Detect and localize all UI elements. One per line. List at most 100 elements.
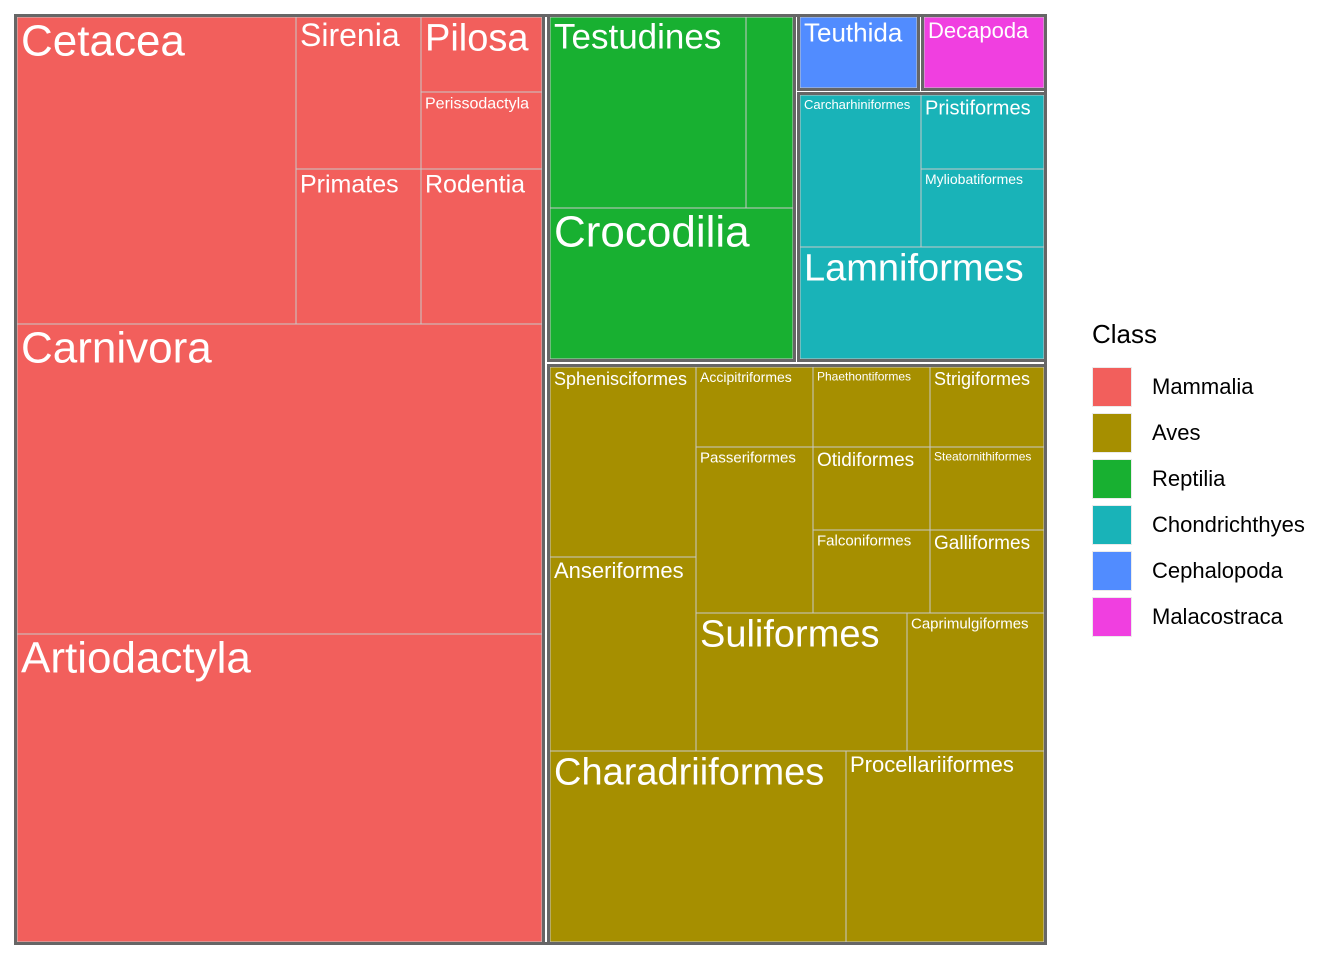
tile-otidiformes: Otidiformes [812, 446, 931, 531]
tile-rect [812, 446, 931, 531]
tile-rect [420, 16, 543, 93]
tile-cetacea: Cetacea [16, 16, 297, 325]
tile-carcharhiniformes: Carcharhiniformes [799, 94, 922, 248]
tile-label: Cetacea [21, 16, 185, 65]
tile-label: Primates [300, 171, 399, 199]
legend-key [1092, 551, 1132, 591]
tile-label: Lamniformes [804, 248, 1024, 290]
legend: Class Mammalia Aves Reptilia Chondrichthyes… [1092, 318, 1305, 640]
tile-rect [549, 750, 847, 943]
tile-label: Strigiformes [934, 369, 1030, 389]
tile-label: Anseriformes [554, 558, 684, 583]
tile-caprimulgiformes: Caprimulgiformes [906, 612, 1045, 752]
tile-phaethontiformes: Phaethontiformes [812, 366, 931, 448]
legend-swatch [1093, 552, 1131, 590]
outer-border [14, 14, 1047, 945]
tile-label: Steatornithiformes [934, 449, 1031, 463]
tile-rect [16, 323, 543, 635]
tile-rect [799, 246, 1045, 360]
legend-key [1092, 367, 1132, 407]
legend-swatch [1093, 368, 1131, 406]
tile-label: Galliformes [934, 533, 1030, 554]
tile-suliformes: Suliformes [695, 612, 908, 752]
tile-rect [906, 612, 1045, 752]
tile-label: Caprimulgiformes [911, 616, 1029, 633]
tile-rect [745, 16, 794, 209]
tile-rect [16, 16, 297, 325]
tile-label: Carcharhiniformes [804, 97, 911, 112]
tile-primates: Primates [295, 168, 422, 325]
legend-label: Mammalia [1152, 374, 1254, 399]
tile-rect [929, 529, 1045, 614]
tile-artiodactyla: Artiodactyla [16, 633, 543, 943]
tile-rect [695, 612, 908, 752]
tile-label: Otidiformes [817, 450, 914, 471]
legend-label: Aves [1152, 420, 1201, 445]
legend-swatch [1093, 598, 1131, 636]
tile-label: Crocodilia [554, 207, 750, 256]
tile-label: Myliobatiformes [925, 171, 1023, 187]
tile-rect [799, 94, 922, 248]
tile-rect [549, 366, 697, 558]
tile-label: Pristiformes [925, 98, 1031, 120]
tile-rect [920, 168, 1045, 248]
tile-rodentia: Rodentia [420, 168, 543, 325]
tile-charadriiformes: Charadriiformes [549, 750, 847, 943]
tile-rect [549, 16, 747, 209]
legend-label: Reptilia [1152, 466, 1226, 491]
tile-lamniformes: Lamniformes [799, 246, 1045, 360]
legend-label: Chondrichthyes [1152, 512, 1305, 537]
tile-label: Procellariiformes [850, 752, 1014, 777]
tile-label: Teuthida [804, 17, 903, 47]
tile-rect [695, 446, 814, 614]
tile-pilosa: Pilosa [420, 16, 543, 93]
tile-label: Sirenia [300, 17, 400, 53]
legend-swatch [1093, 414, 1131, 452]
legend-item-malacostraca: Malacostraca [1092, 594, 1305, 640]
tile-strigiformes: Strigiformes [929, 366, 1045, 448]
tile-procellariiformes: Procellariiformes [845, 750, 1045, 943]
legend-title: Class [1092, 319, 1158, 349]
treemap-plot: Cetacea Sirenia Pilosa Perissodactyla Primat… [14, 14, 1047, 945]
tile-falconiformes: Falconiformes [812, 529, 931, 614]
tile-rect [845, 750, 1045, 943]
tile-label: Charadriiformes [554, 752, 824, 794]
legend-item-mammalia: Mammalia [1092, 364, 1305, 410]
tile-carnivora: Carnivora [16, 323, 543, 635]
tile-label: Pilosa [425, 18, 529, 60]
legend-label: Cephalopoda [1152, 558, 1283, 583]
tile-perissodactyla: Perissodactyla [420, 91, 543, 170]
tile-label: Falconiformes [817, 533, 911, 550]
tile-rect [16, 633, 543, 943]
legend-swatch [1093, 460, 1131, 498]
tile-label: Testudines [554, 17, 721, 56]
tile-decapoda: Decapoda [923, 16, 1045, 89]
tile-sphenisciformes: Sphenisciformes [549, 366, 697, 558]
tile-rect [923, 16, 1045, 89]
legend-item-cephalopoda: Cephalopoda [1092, 548, 1305, 594]
tile-passeriformes: Passeriformes [695, 446, 814, 614]
tile-myliobatiformes: Myliobatiformes [920, 168, 1045, 248]
tile-galliformes: Galliformes [929, 529, 1045, 614]
tile-steatornithiformes: Steatornithiformes [929, 446, 1045, 531]
tile-accipitriformes: Accipitriformes [695, 366, 814, 448]
tile-rect [920, 94, 1045, 170]
legend-key [1092, 505, 1132, 545]
legend-swatch [1093, 506, 1131, 544]
tile-rect [549, 207, 794, 360]
tile-unlabeled-9 [745, 16, 794, 209]
tile-label: Accipitriformes [700, 369, 792, 385]
tile-rect [812, 529, 931, 614]
legend-items: Mammalia Aves Reptilia Chondrichthyes Cephal… [1092, 364, 1305, 640]
tile-label: Perissodactyla [425, 95, 529, 112]
tile-label: Phaethontiformes [817, 369, 911, 383]
tile-label: Carnivora [21, 323, 212, 372]
tile-sirenia: Sirenia [295, 16, 422, 170]
tile-rect [420, 91, 543, 170]
legend-key [1092, 413, 1132, 453]
legend-item-chondrichthyes: Chondrichthyes [1092, 502, 1305, 548]
legend-key [1092, 597, 1132, 637]
legend-item-aves: Aves [1092, 410, 1305, 456]
tile-rect [929, 366, 1045, 448]
tile-label: Artiodactyla [21, 633, 251, 682]
